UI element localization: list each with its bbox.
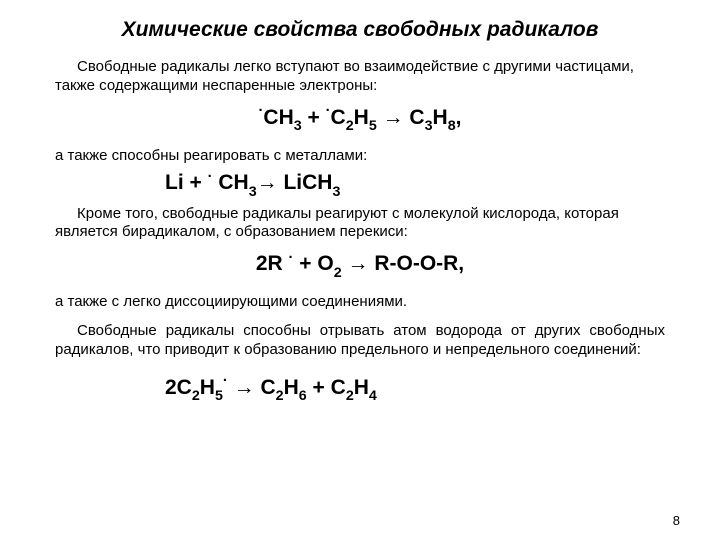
eq4-b-s2: 6	[299, 388, 307, 404]
eq4-c-s2: 4	[369, 388, 377, 404]
eq2-b: CH	[213, 171, 249, 194]
eq1-lhs2-mid: H	[354, 106, 369, 129]
eq2-b-sub: 3	[249, 184, 257, 200]
eq4-c-s1: 2	[346, 388, 354, 404]
paragraph-2: а также способны реагировать с металлами…	[55, 147, 665, 166]
equation-1: ·CH3 + ·C2H5 → C3H8,	[55, 106, 665, 133]
eq1-rhs-mid: H	[433, 106, 448, 129]
page-number: 8	[673, 513, 680, 528]
slide-page: Химические свойства свободных радикалов …	[0, 0, 720, 403]
paragraph-4: а также с легко диссоциирующими соединен…	[55, 293, 665, 312]
radical-dot: ·	[326, 103, 331, 119]
eq2-c-sub: 3	[332, 184, 340, 200]
paragraph-1: Свободные радикалы легко вступают во вза…	[55, 58, 665, 96]
eq1-rhs: C	[409, 106, 424, 129]
eq2-c: LiCH	[283, 171, 332, 194]
radical-dot: ·	[223, 373, 228, 389]
eq4-a-s2: 5	[215, 388, 223, 404]
eq4-b-s1: 2	[276, 388, 284, 404]
eq3-plus: + O	[293, 252, 333, 275]
arrow-icon: →	[257, 171, 284, 194]
eq1-plus: +	[302, 106, 326, 129]
paragraph-5: Свободные радикалы способны отрывать ато…	[55, 322, 665, 360]
paragraph-3: Кроме того, свободные радикалы реагируют…	[55, 205, 665, 243]
eq4-a: 2C	[165, 376, 192, 399]
equation-4: 2C2H5· → C2H6 + C2H4	[165, 376, 665, 403]
eq1-rhs-s1: 3	[425, 118, 433, 134]
radical-dot: ·	[208, 169, 213, 185]
arrow-icon: →	[342, 252, 375, 275]
eq1-lhs2-s1: 2	[346, 118, 354, 134]
eq1-tail: ,	[456, 106, 462, 129]
eq2-a: Li +	[165, 171, 208, 194]
eq1-lhs1: CH	[263, 106, 293, 129]
eq3-b: R-O-O-R,	[374, 252, 464, 275]
eq3-a: 2R	[256, 252, 289, 275]
radical-dot: ·	[289, 250, 294, 266]
eq1-rhs-s2: 8	[448, 118, 456, 134]
arrow-icon: →	[377, 106, 410, 129]
eq4-b: C	[260, 376, 275, 399]
radical-dot: ·	[259, 103, 264, 119]
equation-2: Li + · CH3→ LiCH3	[165, 171, 665, 198]
eq4-c: C	[331, 376, 346, 399]
eq1-lhs1-sub: 3	[294, 118, 302, 134]
eq4-a-m: H	[200, 376, 215, 399]
eq1-lhs2: C	[331, 106, 346, 129]
eq4-a-s1: 2	[192, 388, 200, 404]
arrow-icon: →	[228, 376, 261, 399]
eq4-b-m: H	[284, 376, 299, 399]
eq3-o-sub: 2	[334, 265, 342, 281]
eq1-lhs2-s2: 5	[369, 118, 377, 134]
equation-3: 2R · + O2 → R-O-O-R,	[55, 252, 665, 279]
page-title: Химические свойства свободных радикалов	[55, 18, 665, 42]
eq4-plus: +	[307, 376, 331, 399]
eq4-c-m: H	[354, 376, 369, 399]
